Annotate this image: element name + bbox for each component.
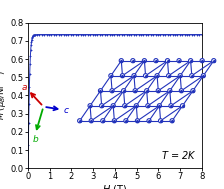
Circle shape [181,104,185,108]
Circle shape [166,59,170,63]
Circle shape [179,89,183,93]
Circle shape [200,59,204,63]
Circle shape [156,89,160,93]
Circle shape [177,59,181,63]
Circle shape [189,59,193,63]
Circle shape [110,89,114,93]
Text: $T$ = 2K: $T$ = 2K [161,149,196,161]
Circle shape [135,119,140,123]
Circle shape [119,59,123,63]
Circle shape [124,119,128,123]
Circle shape [147,119,151,123]
Circle shape [131,59,135,63]
Circle shape [145,89,149,93]
Circle shape [122,89,126,93]
Circle shape [133,89,137,93]
Circle shape [101,119,105,123]
Circle shape [142,59,146,63]
Circle shape [89,119,93,123]
Circle shape [169,104,173,108]
Circle shape [146,104,150,108]
Circle shape [112,119,116,123]
Circle shape [178,74,182,78]
Circle shape [190,74,194,78]
Text: a: a [22,83,27,92]
Circle shape [191,89,195,93]
Circle shape [132,74,136,78]
Circle shape [154,59,158,63]
Circle shape [168,89,172,93]
Circle shape [88,104,92,108]
Circle shape [212,59,216,63]
Circle shape [109,74,113,78]
Circle shape [78,119,82,123]
Circle shape [155,74,159,78]
Circle shape [144,74,148,78]
Y-axis label: $M$ ($\mu_B$/Ni$^{2+}$): $M$ ($\mu_B$/Ni$^{2+}$) [0,70,9,120]
Circle shape [111,104,115,108]
Text: c: c [64,106,69,115]
Circle shape [167,74,171,78]
Circle shape [98,89,103,93]
Text: b: b [32,135,38,144]
Circle shape [201,74,205,78]
X-axis label: $H$ (T): $H$ (T) [102,183,127,189]
Circle shape [134,104,138,108]
Circle shape [159,119,163,123]
Circle shape [170,119,174,123]
Circle shape [100,104,104,108]
Circle shape [123,104,127,108]
Circle shape [157,104,162,108]
Circle shape [120,74,125,78]
